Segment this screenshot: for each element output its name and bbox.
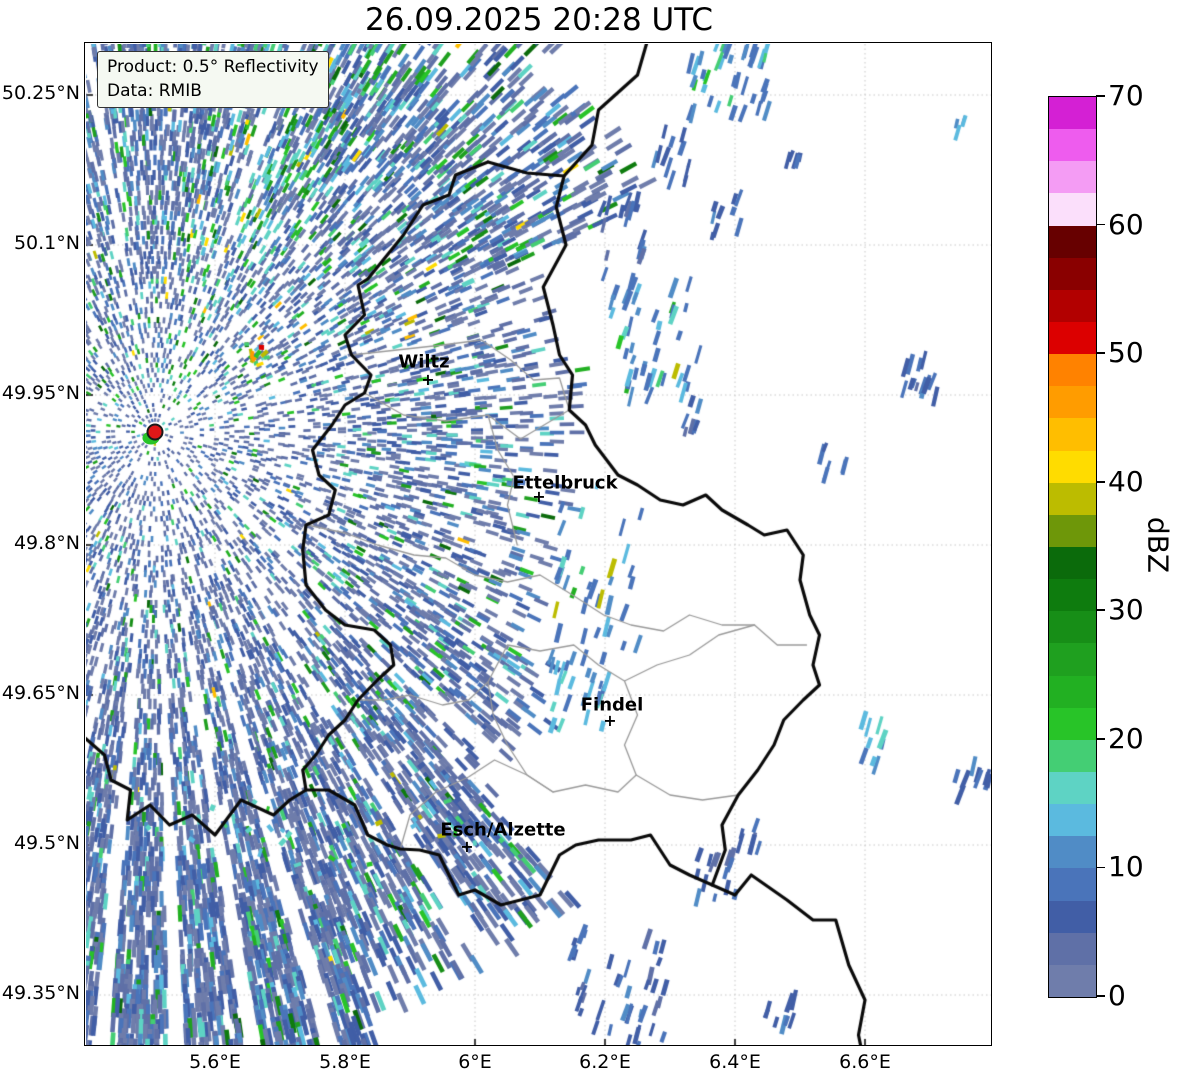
x-tick-label: 5.8°E (319, 1051, 371, 1073)
colorbar-tick (1096, 223, 1105, 226)
city-marker-icon: + (603, 711, 617, 730)
colorbar-segment (1049, 289, 1096, 322)
colorbar-segment (1049, 611, 1096, 644)
colorbar-tick-label: 0 (1108, 979, 1126, 1012)
colorbar-gradient (1048, 96, 1097, 998)
x-tick-label: 5.6°E (189, 1051, 241, 1073)
colorbar-segment (1049, 482, 1096, 515)
y-tick-label: 49.35°N (1, 982, 80, 1004)
radar-map-canvas (86, 44, 992, 1046)
x-tick-label: 6.2°E (579, 1051, 631, 1073)
data-source-line: Data: RMIB (107, 81, 202, 101)
colorbar-tick (1096, 609, 1105, 612)
colorbar-tick-label: 30 (1108, 593, 1144, 627)
colorbar-tick-label: 40 (1108, 464, 1144, 498)
city-label: Findel (580, 694, 644, 716)
city-marker-icon: + (421, 370, 435, 389)
colorbar-tick-label: 10 (1108, 850, 1144, 884)
colorbar-segment (1049, 97, 1096, 130)
colorbar-segment (1049, 546, 1096, 580)
city-marker-icon: + (460, 837, 474, 856)
city-marker-icon: + (532, 487, 546, 506)
colorbar-segment (1049, 771, 1096, 805)
y-tick-label: 49.95°N (1, 382, 80, 404)
y-tick-label: 49.65°N (1, 682, 80, 704)
colorbar-segment (1049, 450, 1096, 483)
colorbar-segment (1049, 321, 1096, 355)
colorbar-tick (1096, 95, 1105, 97)
colorbar-segment (1049, 900, 1096, 933)
y-tick-label: 50.25°N (1, 82, 80, 104)
colorbar-segment (1049, 129, 1096, 162)
colorbar-segment (1049, 707, 1096, 740)
radar-site-dot (146, 423, 164, 441)
colorbar-tick (1096, 866, 1105, 869)
colorbar-segment (1049, 868, 1096, 901)
x-tick-label: 6°E (458, 1051, 492, 1073)
colorbar-tick-label: 50 (1108, 336, 1144, 370)
map-plot-area (86, 44, 992, 1046)
city-label: Wiltz (398, 351, 450, 373)
page-title: 26.09.2025 20:28 UTC (365, 2, 713, 38)
colorbar-segment (1049, 514, 1096, 547)
colorbar-tick-label: 20 (1108, 721, 1144, 755)
colorbar-segment (1049, 418, 1096, 451)
colorbar-segment (1049, 225, 1096, 258)
colorbar-segment (1049, 964, 1096, 997)
colorbar-segment (1049, 193, 1096, 226)
colorbar-segment (1049, 836, 1096, 869)
x-tick-label: 6.6°E (839, 1051, 891, 1073)
colorbar-tick (1096, 480, 1105, 483)
x-tick-label: 6.4°E (709, 1051, 761, 1073)
product-info-line: Product: 0.5° Reflectivity (107, 57, 319, 77)
colorbar-tick (1096, 738, 1105, 740)
colorbar-segment (1049, 354, 1096, 387)
colorbar-tick-label: 60 (1108, 207, 1144, 241)
colorbar-tick-label: 70 (1108, 79, 1144, 112)
colorbar-segment (1049, 643, 1096, 676)
city-label: Ettelbruck (512, 472, 618, 494)
product-info-box: Product: 0.5° Reflectivity Data: RMIB (97, 51, 329, 108)
colorbar-segment (1049, 739, 1096, 772)
y-tick-label: 49.5°N (13, 832, 80, 854)
colorbar-segment (1049, 161, 1096, 194)
colorbar-tick (1096, 995, 1105, 997)
colorbar-segment (1049, 386, 1096, 419)
colorbar-tick (1096, 352, 1105, 354)
colorbar-segment (1049, 675, 1096, 708)
colorbar-segment (1049, 804, 1096, 837)
colorbar-segment (1049, 257, 1096, 290)
colorbar-segment (1049, 932, 1096, 965)
colorbar-unit-label: dBZ (1141, 516, 1175, 574)
y-tick-label: 49.8°N (13, 532, 80, 554)
colorbar-segment (1049, 579, 1096, 612)
city-label: Esch/Alzette (440, 819, 566, 841)
y-tick-label: 50.1°N (13, 232, 80, 254)
